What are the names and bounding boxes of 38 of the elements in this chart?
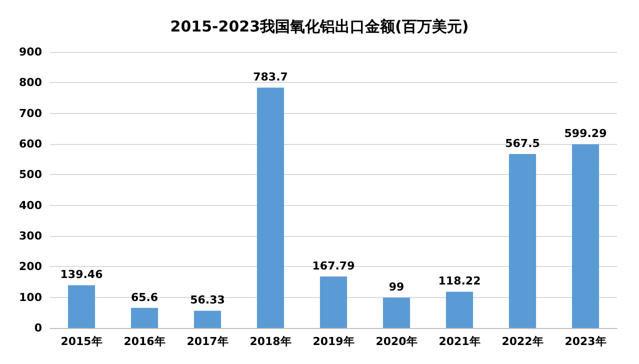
x-tick-label: 2019年 [312, 335, 354, 348]
bar [256, 88, 284, 328]
chart-title: 2015-2023我国氧化铝出口金额(百万美元) [170, 18, 469, 36]
y-tick-label: 700 [19, 106, 42, 120]
bar [130, 308, 158, 328]
data-label: 167.79 [312, 260, 355, 273]
bar [446, 292, 474, 328]
y-tick-label: 100 [19, 290, 42, 304]
y-tick-label: 500 [19, 168, 42, 182]
x-tick-label: 2021年 [438, 335, 480, 348]
data-label: 65.6 [130, 290, 158, 304]
data-label: 118.22 [438, 274, 481, 288]
y-tick-label: 200 [19, 260, 42, 274]
bar [572, 144, 600, 328]
x-tick-label: 2017年 [186, 335, 228, 348]
x-tick-label: 2018年 [250, 335, 292, 348]
y-tick-label: 800 [19, 76, 42, 90]
y-tick-label: 400 [19, 198, 42, 212]
x-tick-label: 2016年 [124, 335, 166, 348]
y-tick-label: 300 [19, 230, 42, 242]
x-tick-label: 2020年 [376, 335, 418, 348]
data-label: 99 [388, 280, 404, 294]
y-tick-label: 600 [19, 138, 42, 150]
data-label: 783.7 [253, 70, 288, 84]
x-tick-label: 2015年 [60, 335, 102, 348]
data-label: 567.5 [505, 136, 540, 150]
data-label: 599.29 [564, 127, 607, 140]
bar [382, 298, 410, 328]
data-label: 56.33 [190, 294, 225, 307]
bar [508, 154, 536, 328]
y-tick-label: 0 [34, 322, 42, 334]
x-tick-label: 2022年 [502, 335, 544, 348]
bar [194, 310, 222, 328]
bar [68, 285, 96, 328]
data-label: 139.46 [60, 268, 104, 282]
bar [320, 276, 348, 328]
y-tick-label: 900 [19, 46, 42, 58]
x-tick-label: 2023年 [564, 335, 606, 348]
